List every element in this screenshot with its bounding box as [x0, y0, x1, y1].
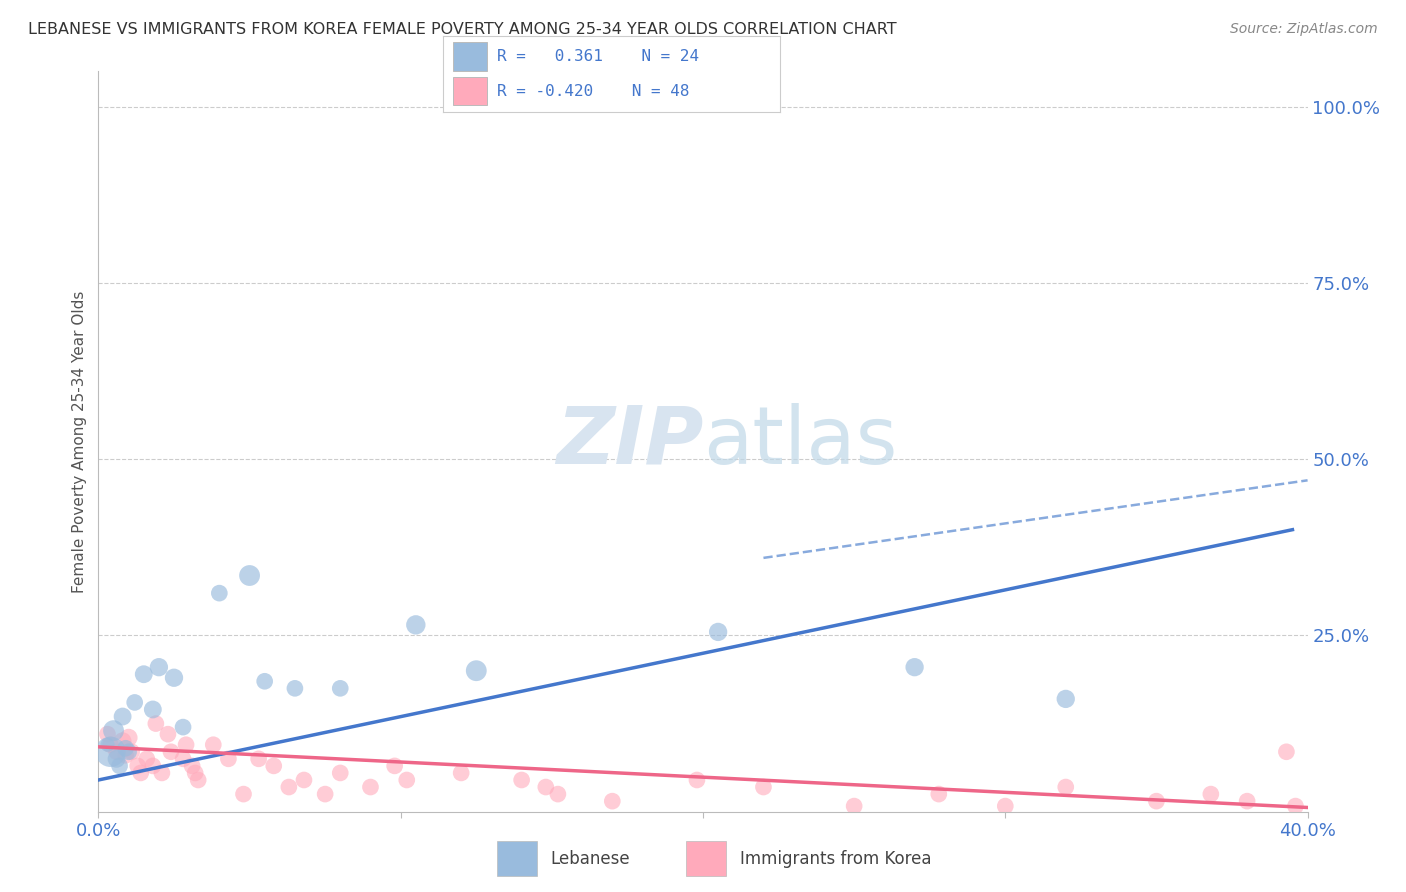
Point [395, 772, 418, 787]
Point [172, 720, 194, 734]
Point [360, 780, 382, 794]
Point [994, 799, 1017, 814]
FancyBboxPatch shape [453, 77, 486, 105]
Point [253, 674, 276, 689]
Point [118, 745, 141, 759]
Point [534, 780, 557, 794]
Text: LEBANESE VS IMMIGRANTS FROM KOREA FEMALE POVERTY AMONG 25-34 YEAR OLDS CORRELATI: LEBANESE VS IMMIGRANTS FROM KOREA FEMALE… [28, 22, 897, 37]
Point [277, 780, 299, 794]
Point [172, 752, 194, 766]
Text: ZIP: ZIP [555, 402, 703, 481]
Y-axis label: Female Poverty Among 25-34 Year Olds: Female Poverty Among 25-34 Year Olds [72, 291, 87, 592]
Point [232, 787, 254, 801]
Point [384, 759, 406, 773]
Point [187, 772, 209, 787]
Point [127, 759, 149, 773]
Point [111, 734, 134, 748]
Point [121, 745, 143, 759]
Point [181, 759, 204, 773]
Point [1236, 794, 1258, 808]
Point [135, 752, 157, 766]
Point [284, 681, 307, 696]
Text: Source: ZipAtlas.com: Source: ZipAtlas.com [1230, 22, 1378, 37]
Point [100, 745, 122, 759]
Point [602, 794, 624, 808]
Point [292, 772, 315, 787]
Point [329, 766, 352, 780]
Point [105, 752, 128, 766]
Point [160, 745, 183, 759]
Point [1284, 799, 1306, 814]
Point [163, 671, 186, 685]
Point [1199, 787, 1222, 801]
Point [145, 716, 167, 731]
Point [142, 759, 165, 773]
Point [108, 759, 131, 773]
Text: R =   0.361    N = 24: R = 0.361 N = 24 [496, 49, 699, 63]
Point [208, 586, 231, 600]
Point [547, 787, 569, 801]
Point [752, 780, 775, 794]
Point [239, 568, 262, 582]
Point [450, 766, 472, 780]
Point [202, 738, 225, 752]
Point [1275, 745, 1298, 759]
Point [105, 745, 128, 759]
Point [1144, 794, 1167, 808]
Text: Immigrants from Korea: Immigrants from Korea [740, 849, 931, 868]
Point [707, 624, 730, 639]
Text: atlas: atlas [703, 402, 897, 481]
Point [100, 738, 122, 752]
Point [405, 618, 427, 632]
Point [96, 727, 118, 741]
Point [904, 660, 927, 674]
Point [96, 738, 118, 752]
Point [124, 695, 146, 709]
Point [103, 723, 125, 738]
Point [174, 738, 197, 752]
Point [156, 727, 179, 741]
Point [844, 799, 866, 814]
Point [129, 766, 152, 780]
FancyBboxPatch shape [686, 841, 725, 876]
Point [114, 748, 136, 763]
Point [184, 766, 207, 780]
Text: R = -0.420    N = 48: R = -0.420 N = 48 [496, 84, 689, 98]
Point [132, 667, 155, 681]
Point [247, 752, 270, 766]
Point [1054, 692, 1077, 706]
Point [148, 660, 170, 674]
Text: Lebanese: Lebanese [551, 849, 630, 868]
Point [329, 681, 352, 696]
Point [217, 752, 239, 766]
Point [314, 787, 336, 801]
Point [118, 731, 141, 745]
Point [510, 772, 533, 787]
Point [1054, 780, 1077, 794]
Point [686, 772, 709, 787]
Point [263, 759, 285, 773]
Point [150, 766, 173, 780]
FancyBboxPatch shape [496, 841, 537, 876]
Point [928, 787, 950, 801]
Point [465, 664, 488, 678]
Point [111, 709, 134, 723]
Point [114, 741, 136, 756]
FancyBboxPatch shape [453, 42, 486, 70]
Point [142, 702, 165, 716]
